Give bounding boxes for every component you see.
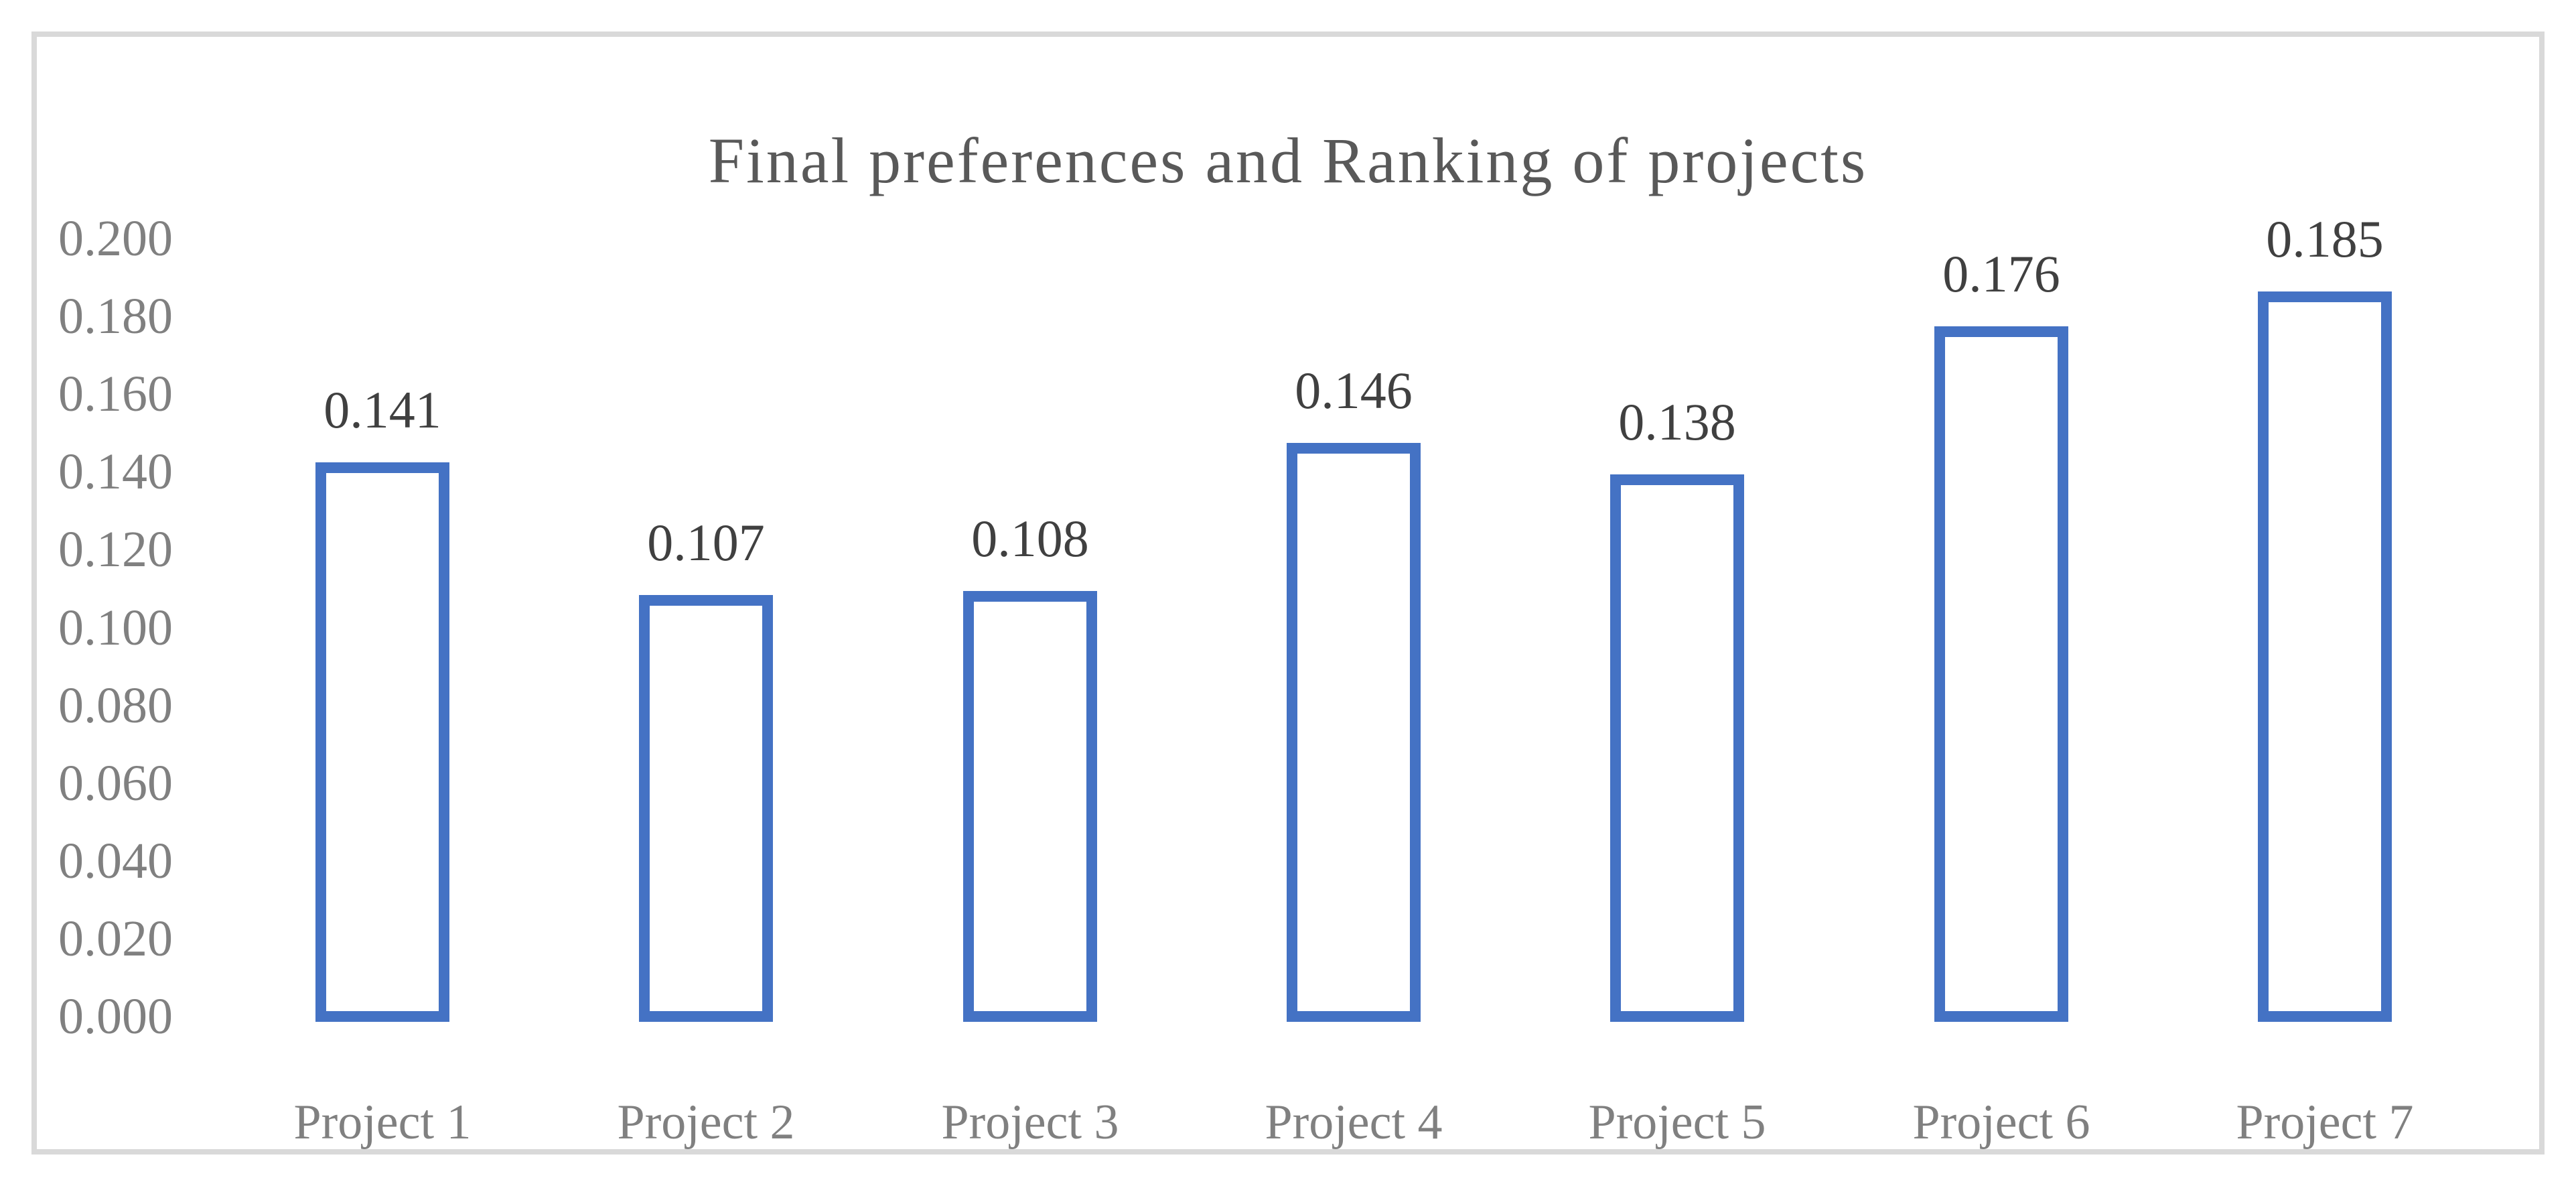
y-axis-tick-label: 0.000 xyxy=(58,988,173,1045)
y-axis-tick-label: 0.100 xyxy=(58,599,173,656)
y-axis-tick-label: 0.020 xyxy=(58,910,173,967)
bar-data-label: 0.141 xyxy=(324,381,441,440)
y-axis-tick-label: 0.160 xyxy=(58,366,173,423)
bar xyxy=(1287,443,1421,1022)
y-axis-tick-label: 0.060 xyxy=(58,754,173,811)
x-axis-category-label: Project 7 xyxy=(2236,1095,2414,1150)
x-axis-category-label: Project 4 xyxy=(1265,1095,1443,1150)
bar-data-label: 0.185 xyxy=(2266,210,2384,269)
y-axis-tick-label: 0.040 xyxy=(58,832,173,889)
bar-data-label: 0.176 xyxy=(1942,245,2060,304)
y-axis-tick-label: 0.200 xyxy=(58,210,173,267)
bar xyxy=(963,591,1097,1022)
bar-data-label: 0.108 xyxy=(971,509,1089,568)
x-axis-category-label: Project 3 xyxy=(941,1095,1119,1150)
bar xyxy=(639,594,773,1022)
x-axis-category-label: Project 2 xyxy=(617,1095,795,1150)
chart-title: Final preferences and Ranking of project… xyxy=(708,125,1868,196)
x-axis-category-label: Project 6 xyxy=(1912,1095,2090,1150)
y-axis-tick-label: 0.120 xyxy=(58,521,173,578)
y-axis-tick-label: 0.140 xyxy=(58,444,173,501)
x-axis-category-label: Project 5 xyxy=(1588,1095,1766,1150)
bar xyxy=(315,462,449,1022)
x-axis-category-label: Project 1 xyxy=(293,1095,472,1150)
chart-frame: Final preferences and Ranking of project… xyxy=(31,31,2545,1155)
bar xyxy=(1610,474,1744,1022)
bar-data-label: 0.138 xyxy=(1618,392,1736,451)
y-axis-tick-label: 0.080 xyxy=(58,677,173,734)
bar xyxy=(1934,326,2068,1022)
bar-data-label: 0.146 xyxy=(1295,361,1413,420)
bar xyxy=(2258,291,2392,1022)
bar-data-label: 0.107 xyxy=(647,513,765,572)
y-axis-tick-label: 0.180 xyxy=(58,288,173,345)
